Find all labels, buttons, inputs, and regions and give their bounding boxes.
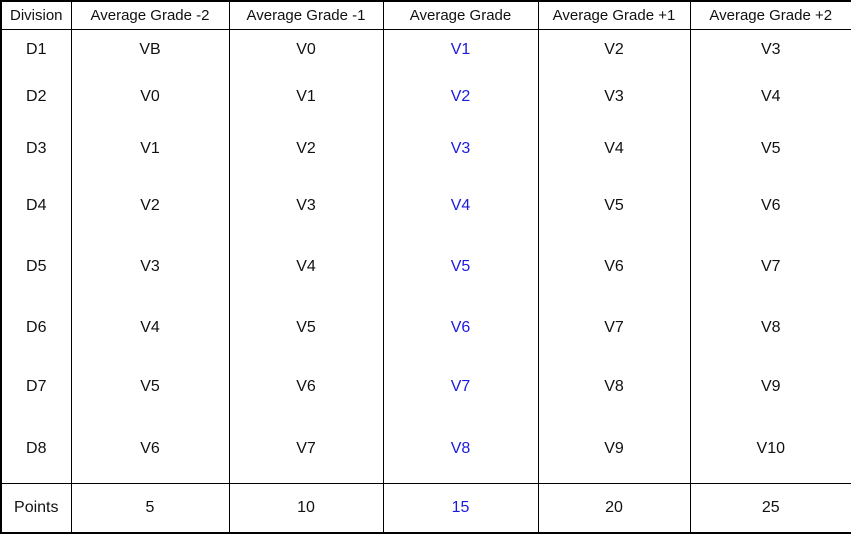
average-grade-cell: V7	[382, 358, 539, 415]
grade-cell: V0	[228, 29, 384, 71]
grade-cell: V5	[689, 123, 851, 175]
grade-cell: V6	[70, 415, 230, 483]
grade-cell: V4	[228, 236, 384, 298]
column-header-avg-grade-plus1: Average Grade +1	[537, 1, 691, 30]
points-value-cell: 5	[70, 482, 230, 533]
column-header-avg-grade-plus2: Average Grade +2	[689, 1, 851, 30]
grade-cell: V2	[70, 175, 230, 236]
average-grade-cell: V4	[382, 175, 539, 236]
points-value-cell: 15	[382, 482, 539, 533]
points-value-cell: 10	[228, 482, 384, 533]
points-value-cell: 25	[689, 482, 851, 533]
grade-cell: V6	[228, 358, 384, 415]
grade-cell: V3	[228, 175, 384, 236]
grade-cell: V2	[228, 123, 384, 175]
grade-cell: VB	[70, 29, 230, 71]
table-row: D7 V5 V6 V7 V8 V9	[0, 358, 851, 415]
grade-cell: V3	[537, 71, 691, 123]
grade-cell: V6	[689, 175, 851, 236]
division-cell: D7	[0, 358, 72, 415]
grade-cell: V1	[228, 71, 384, 123]
grade-cell: V5	[537, 175, 691, 236]
division-cell: D5	[0, 236, 72, 298]
average-grade-cell: V1	[382, 29, 539, 71]
grade-cell: V9	[689, 358, 851, 415]
points-label-cell: Points	[0, 482, 72, 533]
column-header-division: Division	[0, 1, 72, 30]
grade-cell: V1	[70, 123, 230, 175]
division-cell: D4	[0, 175, 72, 236]
grade-cell: V8	[689, 298, 851, 358]
grade-cell: V7	[689, 236, 851, 298]
grade-cell: V8	[537, 358, 691, 415]
average-grade-cell: V3	[382, 123, 539, 175]
column-header-avg-grade-minus2: Average Grade -2	[70, 1, 230, 30]
average-grade-cell: V6	[382, 298, 539, 358]
column-header-avg-grade-minus1: Average Grade -1	[228, 1, 384, 30]
table-row: D1 VB V0 V1 V2 V3	[0, 29, 851, 71]
division-cell: D6	[0, 298, 72, 358]
column-header-avg-grade: Average Grade	[382, 1, 539, 30]
grade-cell: V4	[70, 298, 230, 358]
grade-cell: V4	[689, 71, 851, 123]
points-row: Points 5 10 15 20 25	[0, 482, 851, 533]
grade-cell: V9	[537, 415, 691, 483]
grade-cell: V4	[537, 123, 691, 175]
grade-cell: V0	[70, 71, 230, 123]
average-grade-cell: V8	[382, 415, 539, 483]
grade-cell: V3	[70, 236, 230, 298]
table-row: D2 V0 V1 V2 V3 V4	[0, 71, 851, 123]
average-grade-cell: V5	[382, 236, 539, 298]
table-row: D3 V1 V2 V3 V4 V5	[0, 123, 851, 175]
table-row: D5 V3 V4 V5 V6 V7	[0, 236, 851, 298]
grade-cell: V6	[537, 236, 691, 298]
table-row: D6 V4 V5 V6 V7 V8	[0, 298, 851, 358]
header-row: Division Average Grade -2 Average Grade …	[0, 1, 851, 30]
grade-cell: V2	[537, 29, 691, 71]
division-cell: D3	[0, 123, 72, 175]
grade-cell: V5	[70, 358, 230, 415]
table-row: D4 V2 V3 V4 V5 V6	[0, 175, 851, 236]
division-cell: D2	[0, 71, 72, 123]
average-grade-cell: V2	[382, 71, 539, 123]
division-cell: D8	[0, 415, 72, 483]
table-row: D8 V6 V7 V8 V9 V10	[0, 415, 851, 483]
grade-cell: V5	[228, 298, 384, 358]
grade-cell: V7	[228, 415, 384, 483]
points-value-cell: 20	[537, 482, 691, 533]
grade-cell: V3	[689, 29, 851, 71]
grade-cell: V10	[689, 415, 851, 483]
grade-cell: V7	[537, 298, 691, 358]
division-cell: D1	[0, 29, 72, 71]
